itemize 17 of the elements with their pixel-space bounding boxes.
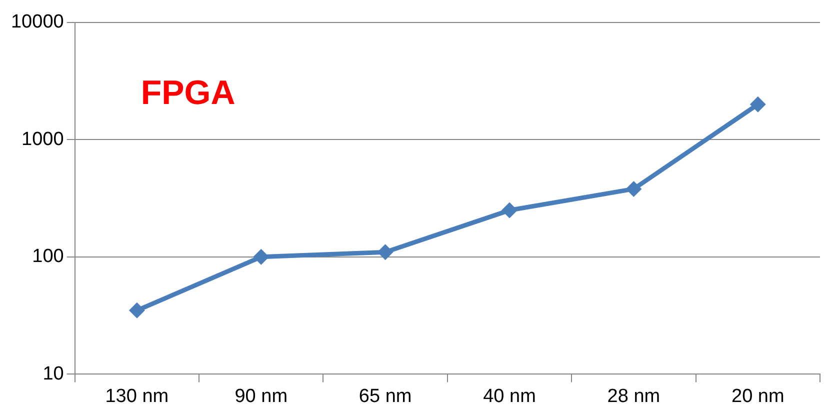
point — [377, 244, 394, 260]
x-tick-label: 130 nm — [105, 386, 169, 407]
point — [128, 302, 145, 318]
y-tick-label: 100 — [32, 246, 64, 268]
x-tick-label: 28 nm — [607, 386, 660, 407]
point — [626, 180, 642, 197]
x-tick-label: 20 nm — [731, 386, 784, 407]
x-tick-label: 90 nm — [234, 386, 288, 407]
y-tick-label: 10000 — [10, 12, 64, 33]
annotation: FPGA — [140, 74, 236, 112]
y-tick-label: 1000 — [22, 128, 64, 150]
point — [502, 202, 518, 218]
x-tick-label: 40 nm — [483, 386, 536, 407]
x-tick-label: 65 nm — [358, 386, 412, 407]
y-tick-label: 10 — [42, 363, 64, 384]
point — [750, 96, 766, 112]
point — [253, 248, 270, 265]
